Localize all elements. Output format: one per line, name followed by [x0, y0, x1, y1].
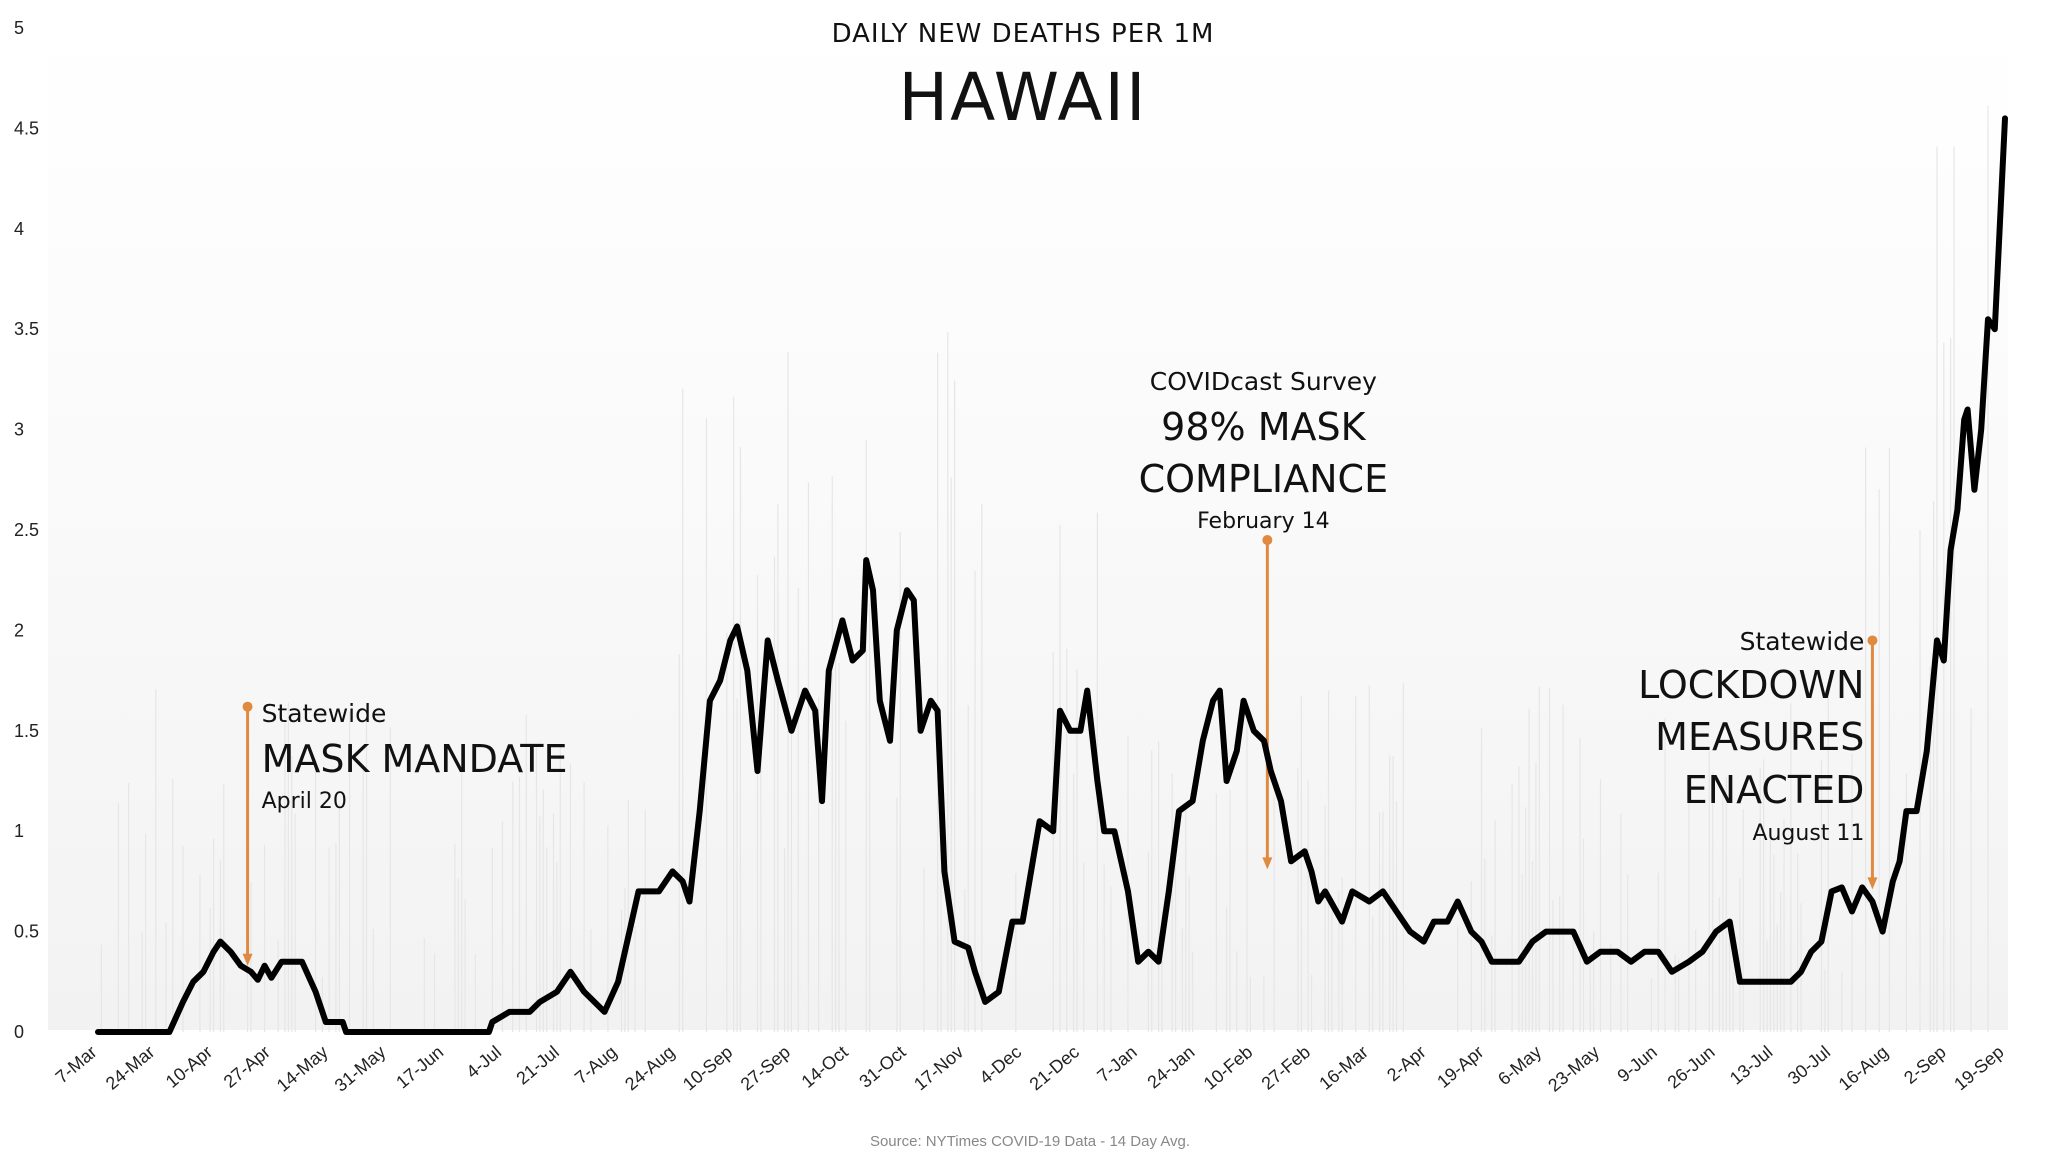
x-tick-label: 7-Mar [52, 1042, 101, 1088]
x-tick-label: 31-May [331, 1042, 390, 1096]
y-axis: 0 0.5 1 1.5 2 2.5 3 3.5 4 4.5 5 [14, 18, 39, 1042]
x-tick-label: 17-Jun [392, 1042, 447, 1093]
x-tick-label: 24-Aug [621, 1042, 678, 1095]
y-tick-label: 2.5 [14, 520, 39, 540]
annotations: Statewide MASK MANDATE April 20 COVIDcast S… [242, 367, 1878, 966]
x-tick-label: 4-Jul [462, 1042, 505, 1082]
series-line [95, 115, 2008, 1035]
annotation: Statewide MASK MANDATE April 20 [242, 699, 568, 966]
x-tick-label: 19-Sep [1950, 1042, 2007, 1095]
chart-subtitle: DAILY NEW DEATHS PER 1M [832, 19, 1215, 49]
x-tick-label: 10-Apr [162, 1042, 216, 1092]
annotation-arrowhead [242, 953, 253, 966]
x-tick-label: 21-Jul [512, 1042, 562, 1089]
y-tick-label: 5 [14, 18, 24, 38]
x-tick-label: 27-Sep [737, 1042, 794, 1095]
x-tick-label: 13-Jul [1726, 1042, 1776, 1089]
source-note: Source: NYTimes COVID-19 Data - 14 Day A… [870, 1133, 1190, 1150]
annotation: Statewide LOCKDOWN MEASURES ENACTED August 1… [1638, 627, 1878, 890]
x-tick-label: 27-Apr [220, 1042, 274, 1092]
x-tick-label: 14-Oct [798, 1042, 852, 1092]
annotation-text: COMPLIANCE [1139, 457, 1389, 501]
y-tick-label: 3 [14, 420, 24, 440]
y-tick-label: 4.5 [14, 118, 39, 138]
annotation-dot [1262, 535, 1273, 546]
plot-area [48, 20, 2008, 1030]
x-tick-label: 31-Oct [855, 1042, 909, 1092]
x-tick-label: 24-Jan [1144, 1042, 1199, 1093]
annotation-text: LOCKDOWN [1638, 663, 1864, 707]
x-tick-label: 16-Mar [1315, 1042, 1372, 1094]
annotation-dot [242, 701, 253, 712]
annotation-text: MEASURES [1655, 715, 1864, 759]
y-tick-label: 0 [14, 1022, 24, 1042]
annotation-arrowhead [1867, 877, 1878, 890]
x-tick-label: 10-Feb [1200, 1042, 1257, 1094]
y-tick-label: 2 [14, 620, 24, 640]
annotation-text: August 11 [1752, 821, 1864, 846]
annotation-text: MASK MANDATE [262, 737, 568, 781]
y-tick-label: 0.5 [14, 922, 39, 942]
x-tick-label: 16-Aug [1835, 1042, 1892, 1095]
chart-title: HAWAII [899, 59, 1148, 136]
annotation-text: April 20 [262, 789, 347, 814]
x-tick-label: 19-Apr [1433, 1042, 1487, 1092]
annotation-text: 98% MASK [1161, 405, 1366, 449]
x-tick-label: 17-Nov [910, 1042, 967, 1095]
x-tick-label: 30-Jul [1784, 1042, 1834, 1089]
annotation-text: ENACTED [1684, 768, 1865, 812]
x-tick-label: 7-Aug [571, 1042, 621, 1088]
y-tick-label: 1.5 [14, 721, 39, 741]
annotation-dot [1867, 635, 1878, 646]
annotation-text: February 14 [1197, 509, 1329, 534]
annotation-text: Statewide [262, 699, 387, 728]
x-tick-label: 26-Jun [1664, 1042, 1719, 1093]
x-tick-label: 2-Sep [1900, 1042, 1950, 1088]
x-tick-label: 4-Dec [976, 1042, 1026, 1088]
annotation-text: COVIDcast Survey [1150, 367, 1377, 396]
y-tick-label: 4 [14, 219, 24, 239]
annotation-arrowhead [1262, 857, 1273, 870]
x-tick-label: 23-May [1544, 1042, 1603, 1096]
x-tick-label: 24-Mar [102, 1042, 159, 1094]
y-tick-label: 1 [14, 821, 24, 841]
y-tick-label: 3.5 [14, 319, 39, 339]
x-tick-label: 6-May [1494, 1042, 1545, 1089]
x-tick-label: 10-Sep [679, 1042, 736, 1095]
x-tick-label: 14-May [273, 1042, 332, 1096]
x-tick-label: 7-Jan [1093, 1042, 1140, 1086]
annotation: COVIDcast Survey 98% MASK COMPLIANCE Februa… [1139, 367, 1389, 870]
x-tick-label: 21-Dec [1026, 1042, 1083, 1095]
x-tick-label: 27-Feb [1258, 1042, 1315, 1094]
x-tick-label: 2-Apr [1383, 1042, 1430, 1086]
annotation-text: Statewide [1740, 627, 1865, 656]
x-tick-label: 9-Jun [1613, 1042, 1660, 1086]
